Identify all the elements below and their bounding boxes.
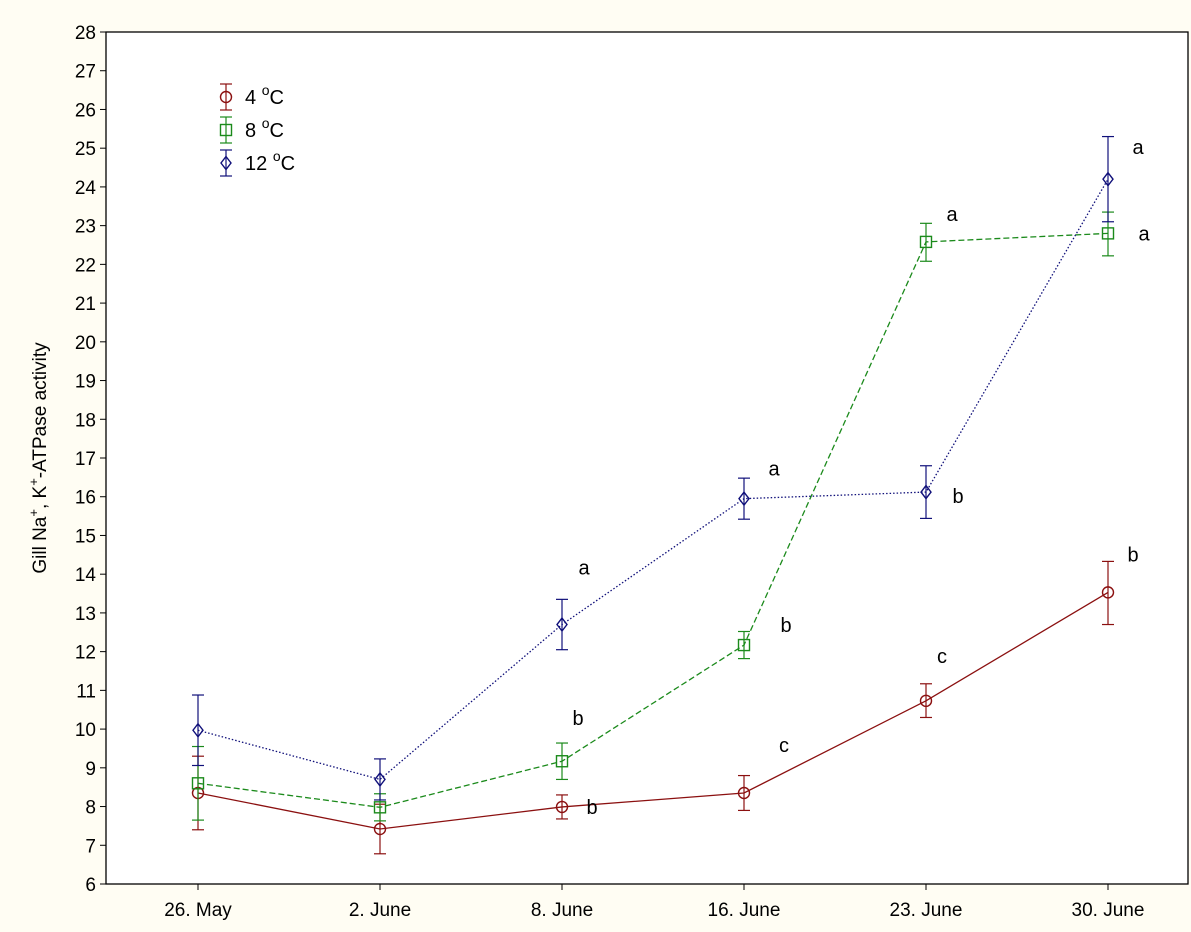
y-axis-label-sup: + [26, 509, 41, 517]
x-tick-label: 30. June [1072, 900, 1145, 921]
legend-label-text: C [281, 153, 295, 175]
legend-label: 4 oC [245, 82, 284, 109]
y-tick-label: 25 [75, 139, 96, 160]
y-tick-label: 19 [75, 372, 96, 393]
data-point [373, 822, 387, 836]
legend-label: 8 oC [245, 115, 284, 142]
data-point [374, 771, 386, 788]
y-tick-label: 24 [75, 178, 97, 199]
y-tick-label: 20 [75, 333, 96, 354]
legend-label-text: 8 [245, 120, 262, 142]
data-point [1101, 227, 1115, 240]
series-2: a a b a [192, 135, 1144, 801]
legend-label: 12 oC [245, 148, 295, 175]
significance-letter: a [946, 204, 958, 226]
y-tick-label: 17 [75, 449, 96, 470]
series-1: b b a a [191, 204, 1150, 822]
data-point [920, 484, 932, 500]
data-point [556, 616, 568, 633]
data-point [919, 235, 933, 249]
y-axis: 6 7 8 9 10 11 12 13 14 15 16 17 18 19 20 21 22 23 24 25 26 27… [75, 23, 106, 896]
series-line [197, 591, 1109, 830]
x-tick-label: 2. June [349, 900, 411, 921]
data-point [555, 755, 569, 768]
x-axis: 26. May 2. June 8. June 16. June 23. June 30.… [164, 884, 1144, 921]
significance-letter: c [937, 646, 947, 668]
y-tick-label: 18 [75, 410, 96, 431]
legend-label-sup: o [262, 82, 270, 98]
y-tick-label: 12 [75, 643, 96, 664]
significance-letter: b [780, 615, 791, 637]
y-axis-label-sup: + [26, 478, 41, 486]
significance-letter: b [586, 797, 597, 819]
y-axis-label-part: , K [30, 485, 51, 509]
y-tick-label: 6 [85, 875, 96, 896]
legend-label-text: C [269, 87, 283, 109]
y-tick-label: 11 [76, 681, 96, 702]
data-point [738, 491, 750, 507]
y-axis-label-part: Gill Na [30, 516, 51, 573]
data-point [373, 801, 387, 814]
data-point [219, 123, 233, 137]
data-point [555, 800, 569, 814]
significance-letter: b [572, 708, 583, 730]
data-point [737, 638, 751, 652]
data-point [919, 694, 933, 708]
plot-area [105, 31, 1189, 885]
data-point [1101, 586, 1115, 599]
y-tick-label: 15 [75, 526, 96, 547]
data-point [191, 777, 205, 790]
x-tick-label: 23. June [890, 900, 963, 921]
series-line [197, 232, 1109, 808]
y-tick-label: 7 [85, 836, 96, 857]
data-point [220, 155, 232, 171]
y-tick-label: 21 [75, 294, 96, 315]
y-tick-label: 28 [75, 23, 96, 44]
significance-letter: a [768, 459, 780, 481]
series-layer: b c c b b b a a a a b a [191, 135, 1150, 855]
y-tick-label: 9 [85, 759, 96, 780]
x-tick-label: 26. May [164, 900, 232, 921]
x-tick-label: 8. June [531, 900, 593, 921]
legend-label-text: 4 [245, 87, 262, 109]
significance-letter: a [578, 558, 590, 580]
data-point [192, 722, 204, 738]
y-tick-label: 22 [75, 255, 96, 276]
data-point [1102, 171, 1114, 187]
data-point [219, 90, 233, 104]
legend-label-sup: o [273, 148, 281, 164]
significance-letter: a [1132, 137, 1144, 159]
y-axis-label: Gill Na+, K+-ATPase activity [26, 342, 51, 574]
y-tick-label: 10 [75, 720, 96, 741]
y-tick-label: 23 [75, 217, 96, 238]
y-tick-label: 14 [75, 565, 97, 586]
legend-label-text: C [269, 120, 283, 142]
significance-letter: c [779, 735, 789, 757]
significance-letter: b [1127, 544, 1138, 566]
y-tick-label: 27 [75, 62, 96, 83]
y-tick-label: 8 [85, 798, 96, 819]
x-tick-label: 16. June [708, 900, 781, 921]
legend-label-sup: o [262, 115, 270, 131]
significance-letter: b [952, 486, 963, 508]
legend-label-text: 12 [245, 153, 273, 175]
y-tick-label: 26 [75, 100, 96, 121]
significance-letter: a [1138, 223, 1150, 245]
y-tick-label: 13 [75, 604, 96, 625]
data-point [737, 786, 751, 800]
y-tick-label: 16 [75, 488, 96, 509]
y-axis-label-part: -ATPase activity [30, 342, 51, 478]
